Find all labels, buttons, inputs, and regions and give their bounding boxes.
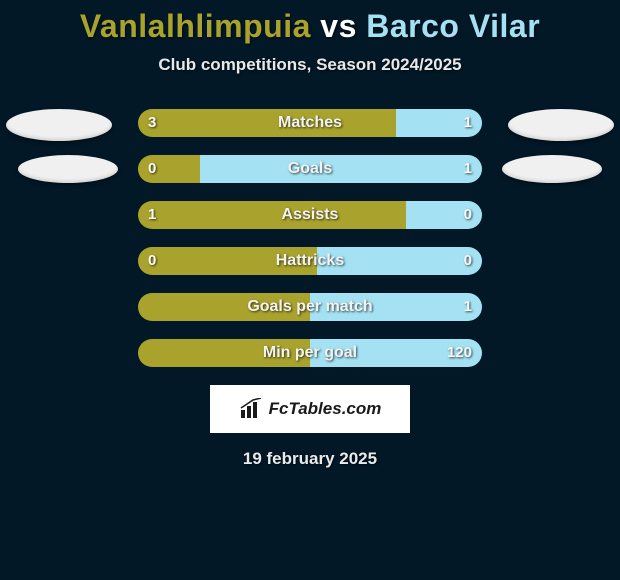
bar-track — [138, 247, 482, 275]
subtitle: Club competitions, Season 2024/2025 — [0, 55, 620, 75]
team-badge-right — [508, 109, 614, 141]
bar-track — [138, 109, 482, 137]
stats-container: 31Matches01Goals10Assists00Hattricks1Goa… — [0, 109, 620, 367]
stat-value-right: 120 — [447, 339, 472, 367]
watermark-text: FcTables.com — [269, 399, 382, 419]
comparison-title: Vanlalhlimpuia vs Barco Vilar — [0, 0, 620, 45]
bar-track — [138, 155, 482, 183]
stat-row: 1Goals per match — [0, 293, 620, 321]
bar-segment-right — [310, 293, 482, 321]
bar-segment-right — [317, 247, 482, 275]
stat-row: 00Hattricks — [0, 247, 620, 275]
team-badge-left — [6, 109, 112, 141]
player2-name: Barco Vilar — [366, 8, 540, 44]
vs-separator: vs — [320, 8, 357, 44]
stat-row: 10Assists — [0, 201, 620, 229]
bar-track — [138, 339, 482, 367]
stat-value-left: 0 — [148, 247, 156, 275]
stat-row: 120Min per goal — [0, 339, 620, 367]
bar-segment-left — [138, 339, 310, 367]
bar-segment-left — [138, 109, 396, 137]
date-label: 19 february 2025 — [0, 449, 620, 469]
bar-segment-right — [200, 155, 482, 183]
bar-segment-left — [138, 293, 310, 321]
bar-track — [138, 293, 482, 321]
bar-segment-left — [138, 201, 406, 229]
stat-value-left: 1 — [148, 201, 156, 229]
stat-value-right: 1 — [464, 293, 472, 321]
team-badge-left — [18, 155, 118, 183]
stat-value-left: 3 — [148, 109, 156, 137]
stat-value-right: 1 — [464, 109, 472, 137]
stat-value-left: 0 — [148, 155, 156, 183]
stat-value-right: 1 — [464, 155, 472, 183]
player1-name: Vanlalhlimpuia — [80, 8, 311, 44]
stat-row: 31Matches — [0, 109, 620, 137]
stat-row: 01Goals — [0, 155, 620, 183]
watermark-badge: FcTables.com — [210, 385, 410, 433]
bar-segment-left — [138, 247, 317, 275]
bar-track — [138, 201, 482, 229]
stat-value-right: 0 — [464, 201, 472, 229]
stat-value-right: 0 — [464, 247, 472, 275]
team-badge-right — [502, 155, 602, 183]
chart-icon — [239, 398, 265, 420]
